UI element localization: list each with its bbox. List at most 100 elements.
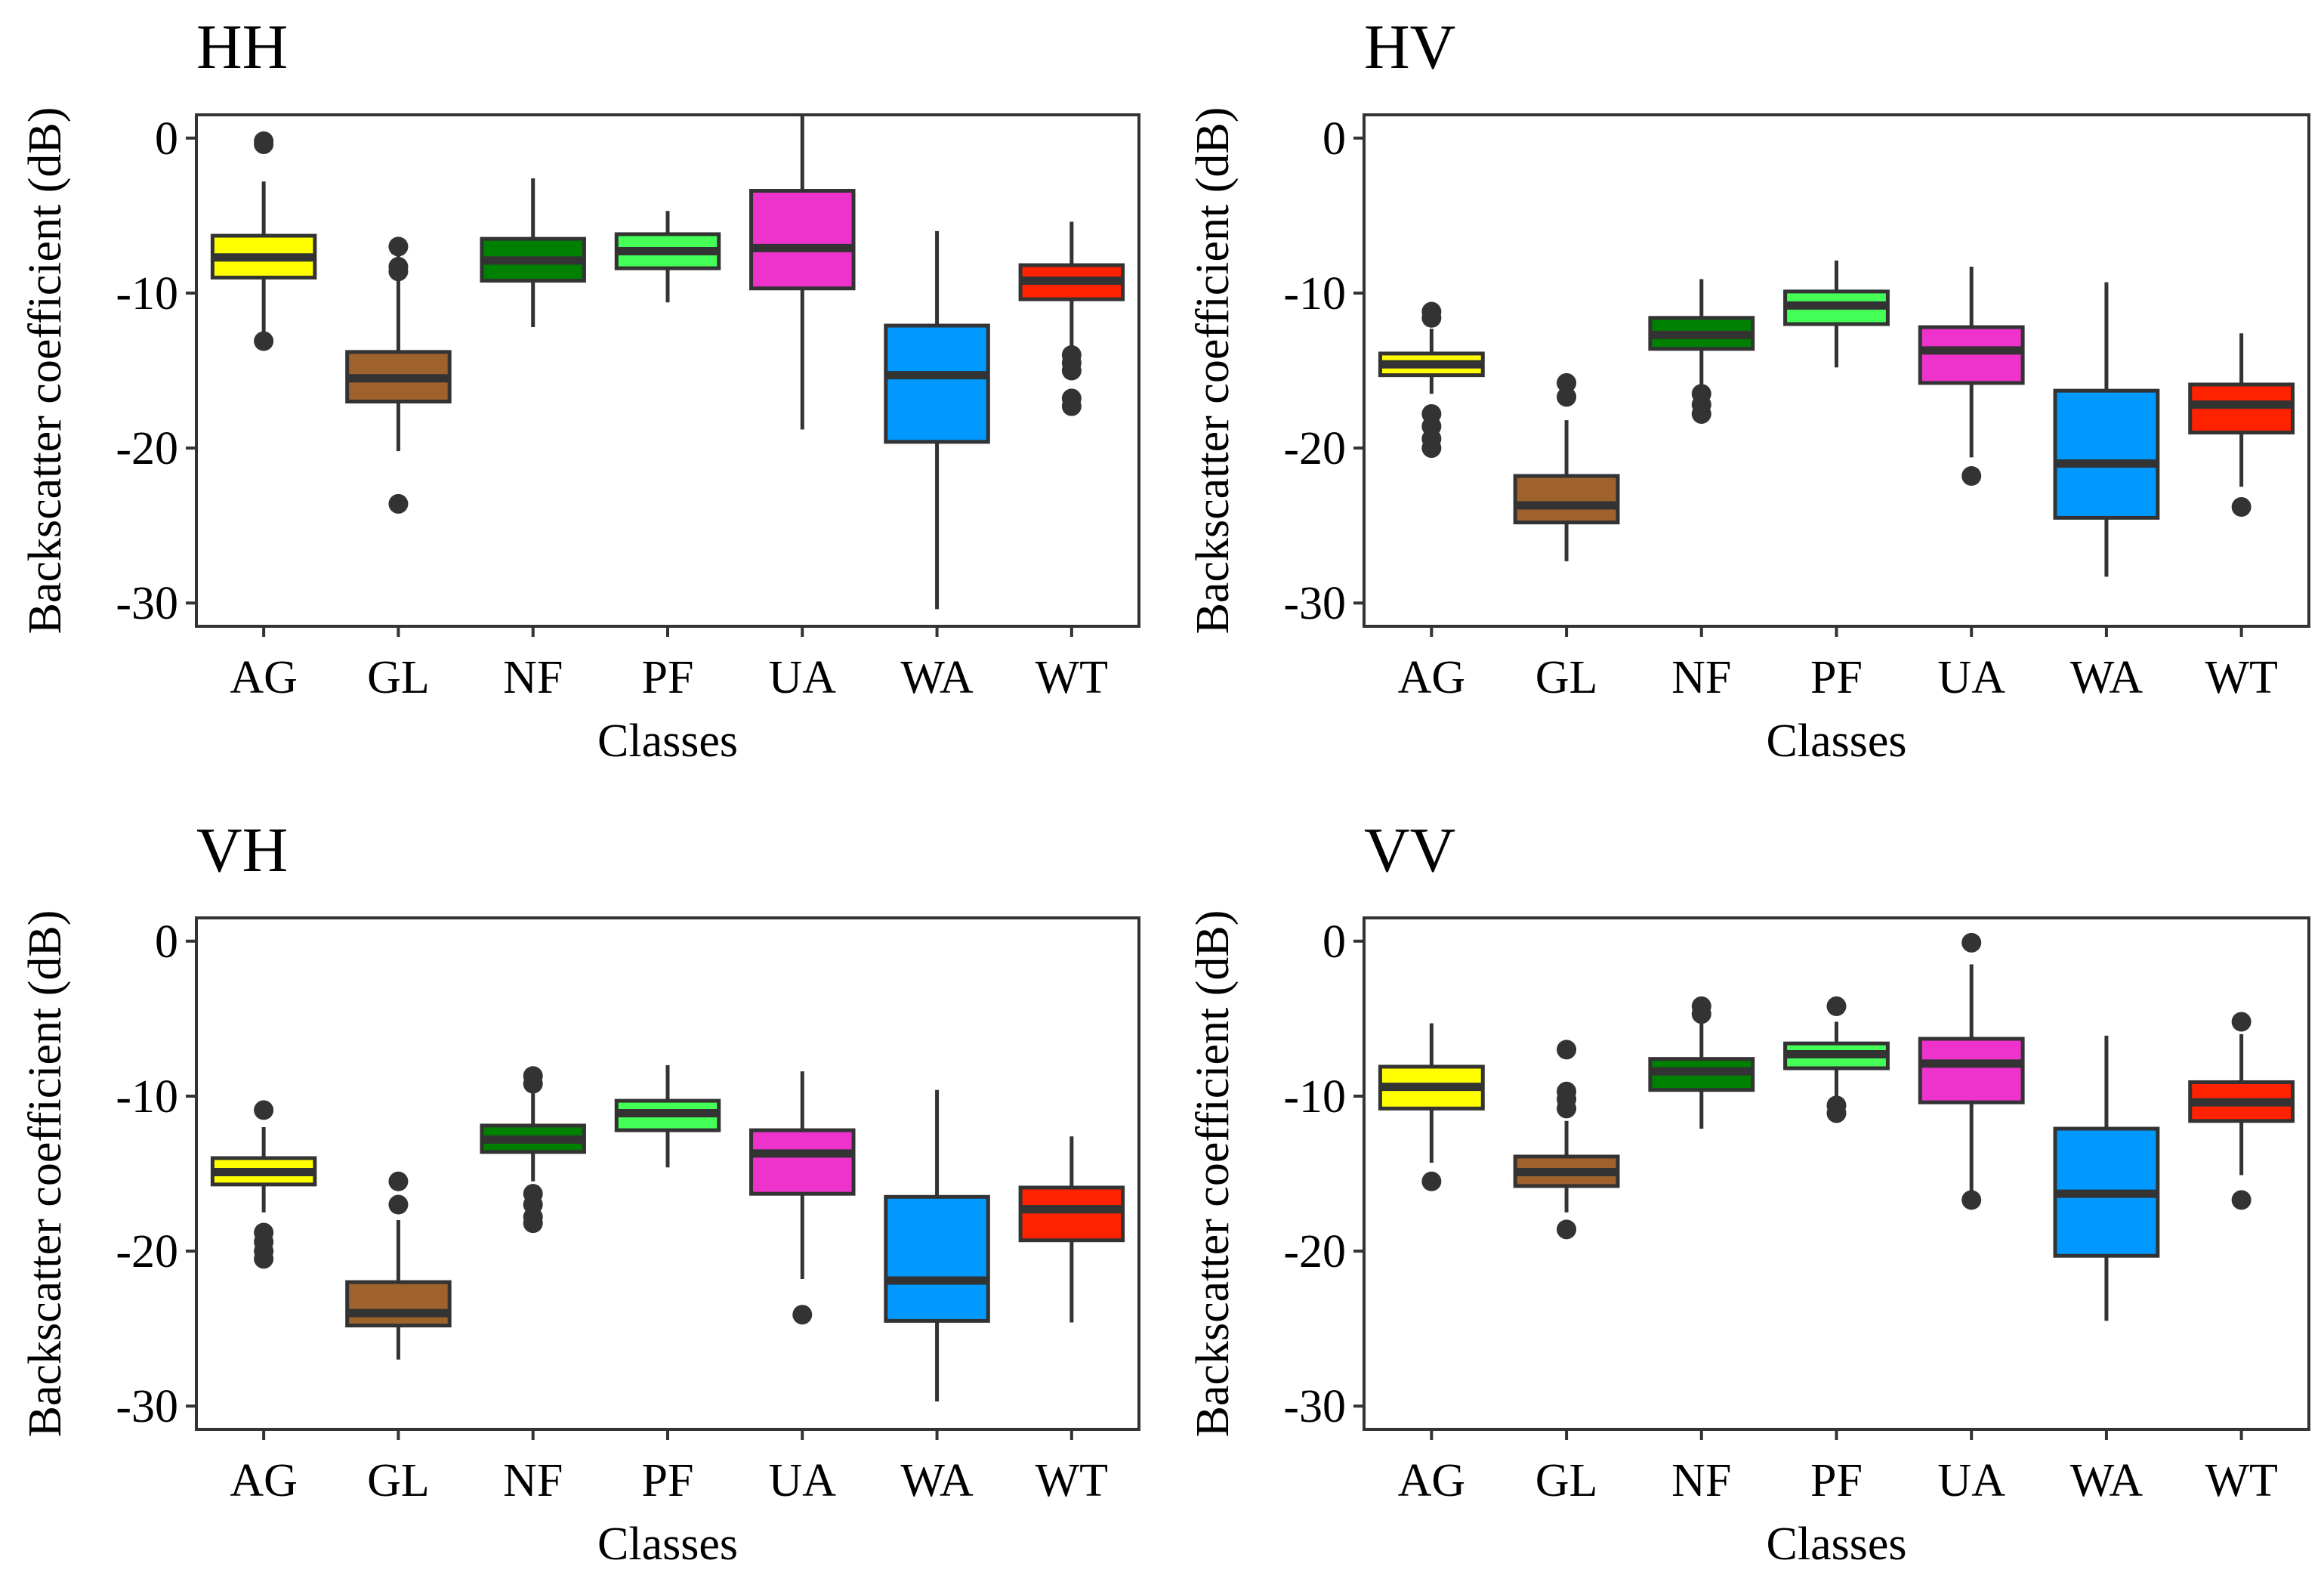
y-tick-label: -20 [1283,1226,1346,1278]
panel-vv: VV Backscatter coefficient (dB) Classes 0 -1… [1187,815,2310,1570]
box-ag [210,131,317,351]
box-pf [1783,996,1890,1123]
box-ag [1378,301,1485,459]
box-iqr [749,189,856,291]
box-wt [1018,221,1125,416]
outlier-point [388,1194,409,1215]
outlier-point [388,1171,409,1191]
y-tick-label: -20 [116,1226,178,1278]
box-pf [1783,260,1890,368]
y-axis-title: Backscatter coefficient (dB) [1187,910,1239,1438]
outlier-point [1557,372,1577,393]
x-tick-label: NF [503,1455,563,1506]
outlier-point [254,1100,274,1120]
panel-border [1363,916,2310,1431]
outlier-point [1421,438,1442,459]
box-iqr [1918,325,2025,385]
box-pf [614,211,721,303]
y-tick-label: -30 [116,1381,178,1432]
box-iqr [884,323,990,444]
box-ua [1918,932,2025,1210]
outlier-point [1557,1219,1577,1240]
outlier-point [2231,497,2251,517]
y-tick-label: 0 [1322,113,1346,165]
box-wa [884,1089,990,1402]
outlier-point [1061,360,1082,381]
x-axis-title: Classes [597,715,738,767]
box-wt [1018,1136,1125,1323]
x-axis-title: Classes [1767,715,1907,767]
box-gl [345,1171,452,1360]
x-tick-label: AG [230,1455,298,1506]
box-iqr [345,1280,452,1328]
box-nf [1648,279,1755,424]
y-axis-title: Backscatter coefficient (dB) [1187,107,1239,635]
x-tick-label: WT [2205,652,2277,703]
box-wa [884,230,990,610]
x-tick-label: GL [367,1455,430,1506]
x-tick-label: UA [1937,1455,2005,1506]
x-tick-label: PF [1810,652,1863,703]
box-iqr [1018,1185,1125,1243]
x-tick-label: UA [769,652,837,703]
x-tick-label: WA [2070,652,2143,703]
outlier-point [1961,1190,1982,1210]
panel-hv: HV Backscatter coefficient (dB) Classes 0 -1… [1187,12,2310,767]
outlier-point [1557,1040,1577,1060]
box-iqr [749,1128,856,1196]
panel-title: HV [1364,12,1455,82]
y-tick-label: -30 [116,578,178,629]
x-axis-title: Classes [1767,1518,1907,1570]
y-tick-label: 0 [1322,916,1346,968]
y-tick-label: 0 [155,916,178,968]
outlier-point [523,1074,543,1094]
box-gl [1513,1040,1620,1240]
y-tick-label: -10 [116,268,178,320]
x-axis-title: Classes [597,1518,738,1570]
y-tick-label: -10 [116,1071,178,1123]
box-ua [1918,267,2025,487]
outlier-point [523,1213,543,1234]
box-nf [480,1066,586,1234]
x-tick-label: WA [2070,1455,2143,1506]
outlier-point [1961,932,1982,953]
outlier-point [254,331,274,351]
box-iqr [1513,474,1620,525]
x-tick-label: PF [642,1455,694,1506]
box-iqr [2053,388,2160,520]
x-tick-label: AG [1398,1455,1466,1506]
y-tick-label: -20 [1283,423,1346,474]
x-tick-label: WA [900,652,974,703]
outlier-point [1557,387,1577,407]
outlier-point [1557,1098,1577,1119]
box-wt [2188,333,2295,517]
box-nf [1648,996,1755,1129]
x-tick-label: NF [503,652,563,703]
x-tick-label: PF [642,652,694,703]
outlier-point [1421,1171,1442,1191]
y-axis-title: Backscatter coefficient (dB) [20,107,71,635]
outlier-point [792,1305,813,1325]
x-tick-label: WT [2205,1455,2277,1506]
y-tick-label: -20 [116,423,178,474]
outlier-point [388,261,409,282]
outlier-point [1961,466,1982,487]
x-tick-label: NF [1671,652,1731,703]
x-tick-label: GL [1535,652,1598,703]
box-ua [749,1071,856,1325]
outlier-point [388,493,409,514]
y-tick-label: -10 [1283,268,1346,320]
outlier-point [1061,396,1082,416]
outlier-point [1826,1103,1847,1123]
outlier-point [2231,1012,2251,1032]
box-gl [1513,372,1620,561]
box-gl [345,236,452,514]
x-tick-label: AG [230,652,298,703]
box-ag [210,1100,317,1269]
x-tick-label: UA [1937,652,2005,703]
outlier-point [254,134,274,154]
panel-hh: HH Backscatter coefficient (dB) Classes 0 -1… [20,12,1140,767]
box-ua [749,115,856,430]
box-wa [2053,1035,2160,1321]
